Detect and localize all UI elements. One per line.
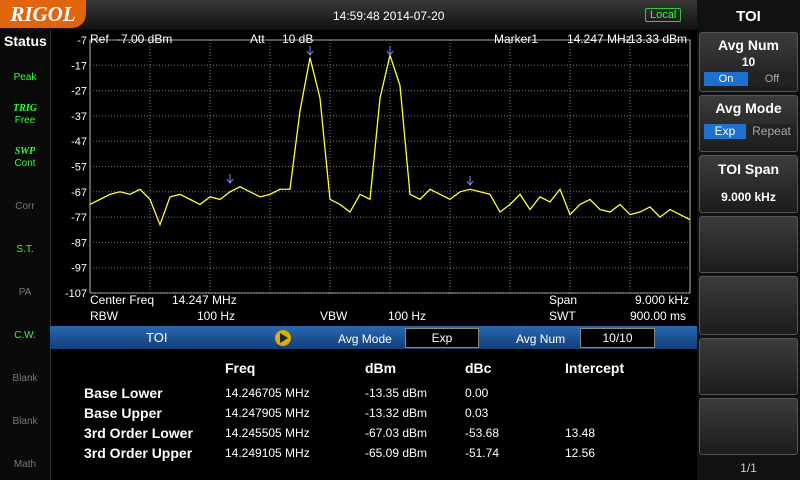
avg-num-label: Avg Num	[516, 332, 566, 346]
table-cell: 0.03	[465, 406, 489, 420]
datetime: 14:59:48 2014-07-20	[333, 9, 445, 23]
table-cell: 0.00	[465, 386, 489, 400]
empty-key[interactable]	[699, 216, 798, 273]
status-item: S.T.	[16, 244, 34, 255]
status-sidebar	[0, 30, 51, 480]
off-option[interactable]: Off	[750, 72, 794, 86]
rbw-value: 100 Hz	[197, 309, 236, 323]
toi-span-key[interactable]	[699, 155, 798, 213]
y-tick-label: -57	[71, 162, 87, 174]
table-cell: -67.03 dBm	[365, 426, 428, 440]
table-cell: 12.56	[565, 446, 596, 460]
table-cell: -13.35 dBm	[365, 386, 428, 400]
menu-title: TOI	[736, 8, 761, 25]
status-item: Math	[13, 459, 37, 470]
brand: RIGOL	[0, 0, 86, 28]
avg-num-key-value: 10	[741, 55, 756, 69]
status-item: Peak	[13, 72, 37, 83]
page-indicator: 1/1	[740, 461, 757, 475]
header-bar	[0, 0, 697, 30]
y-tick-label: -97	[71, 263, 87, 275]
status-item: TRIG	[13, 103, 37, 114]
table-cell: -51.74	[465, 446, 500, 460]
y-tick-label: -77	[71, 212, 87, 224]
table-header: Freq	[225, 360, 256, 376]
y-tick-label: -67	[71, 187, 87, 199]
vbw-value: 100 Hz	[388, 309, 427, 323]
table-cell: 14.245505 MHz	[225, 426, 310, 440]
ref-value: -7.00 dBm	[117, 32, 173, 46]
ref-label: Ref	[90, 32, 109, 46]
y-tick-label: -87	[71, 237, 87, 249]
status-item: C.W.	[14, 330, 36, 341]
repeat-option[interactable]: Repeat	[748, 124, 795, 139]
row-label: Base Upper	[84, 405, 162, 421]
status-item: Cont	[14, 158, 36, 169]
marker-label: Marker1	[494, 32, 539, 46]
swt-value: 900.00 ms	[630, 309, 687, 323]
marker-arrow	[226, 174, 234, 184]
play-icon[interactable]	[274, 329, 292, 347]
table-header: dBc	[465, 360, 492, 376]
table-cell: 14.247905 MHz	[225, 406, 310, 420]
att-value: 10 dB	[282, 32, 314, 46]
table-cell: -65.09 dBm	[365, 446, 428, 460]
table-cell: 14.249105 MHz	[225, 446, 310, 460]
y-tick-label: -7	[77, 35, 87, 47]
y-tick-label: -27	[71, 86, 87, 98]
table-cell: 14.246705 MHz	[225, 386, 310, 400]
empty-key[interactable]	[699, 398, 798, 455]
table-cell: 13.48	[565, 426, 596, 440]
avg-mode-label: Avg Mode	[338, 332, 392, 346]
on-option[interactable]: On	[704, 72, 748, 86]
row-label: 3rd Order Upper	[84, 445, 193, 461]
marker-arrow	[466, 176, 474, 186]
toi-span-key-value: 9.000 kHz	[721, 190, 776, 204]
empty-key[interactable]	[699, 338, 798, 395]
empty-key[interactable]	[699, 276, 798, 335]
center-value: 14.247 MHz	[172, 293, 237, 307]
y-tick-label: -107	[65, 288, 87, 300]
att-label: Att	[250, 32, 265, 46]
status-item: Blank	[12, 373, 38, 384]
toi-bar	[50, 326, 697, 349]
marker-arrow	[306, 46, 314, 56]
span-label: Span	[549, 293, 578, 307]
remote-status: Local	[645, 8, 682, 22]
status-title: Status	[4, 33, 47, 49]
toi-span-key-label: TOI Span	[717, 161, 780, 177]
rbw-label: RBW	[90, 309, 118, 323]
status-item: SWP	[14, 146, 36, 157]
vbw-label: VBW	[320, 309, 348, 323]
table-header: Intercept	[565, 360, 625, 376]
avg-num-box[interactable]: 10/10	[580, 328, 655, 348]
toi-bar-title: TOI	[146, 330, 168, 345]
marker-level: -13.33 dBm	[625, 32, 688, 46]
status-item: Free	[14, 115, 36, 126]
row-label: 3rd Order Lower	[84, 425, 193, 441]
table-cell: -53.68	[465, 426, 500, 440]
center-label: Center Freq	[90, 293, 155, 307]
span-value: 9.000 kHz	[635, 293, 690, 307]
status-item: PA	[18, 287, 32, 298]
status-item: Corr	[15, 201, 35, 212]
status-item: Blank	[12, 416, 38, 427]
avg-mode-key-label: Avg Mode	[715, 100, 782, 116]
table-cell: -13.32 dBm	[365, 406, 428, 420]
avg-mode-box[interactable]: Exp	[405, 328, 479, 348]
swt-label: SWT	[549, 309, 576, 323]
table-header: dBm	[365, 360, 397, 376]
y-tick-label: -47	[71, 136, 87, 148]
marker-arrow	[386, 46, 394, 56]
row-label: Base Lower	[84, 385, 163, 401]
y-tick-label: -17	[71, 60, 87, 72]
avg-num-key-label: Avg Num	[718, 37, 779, 53]
y-tick-label: -37	[71, 111, 87, 123]
marker-freq: 14.247 MHz	[567, 32, 632, 46]
exp-option[interactable]: Exp	[704, 124, 746, 139]
avg-mode-key[interactable]	[699, 95, 798, 152]
